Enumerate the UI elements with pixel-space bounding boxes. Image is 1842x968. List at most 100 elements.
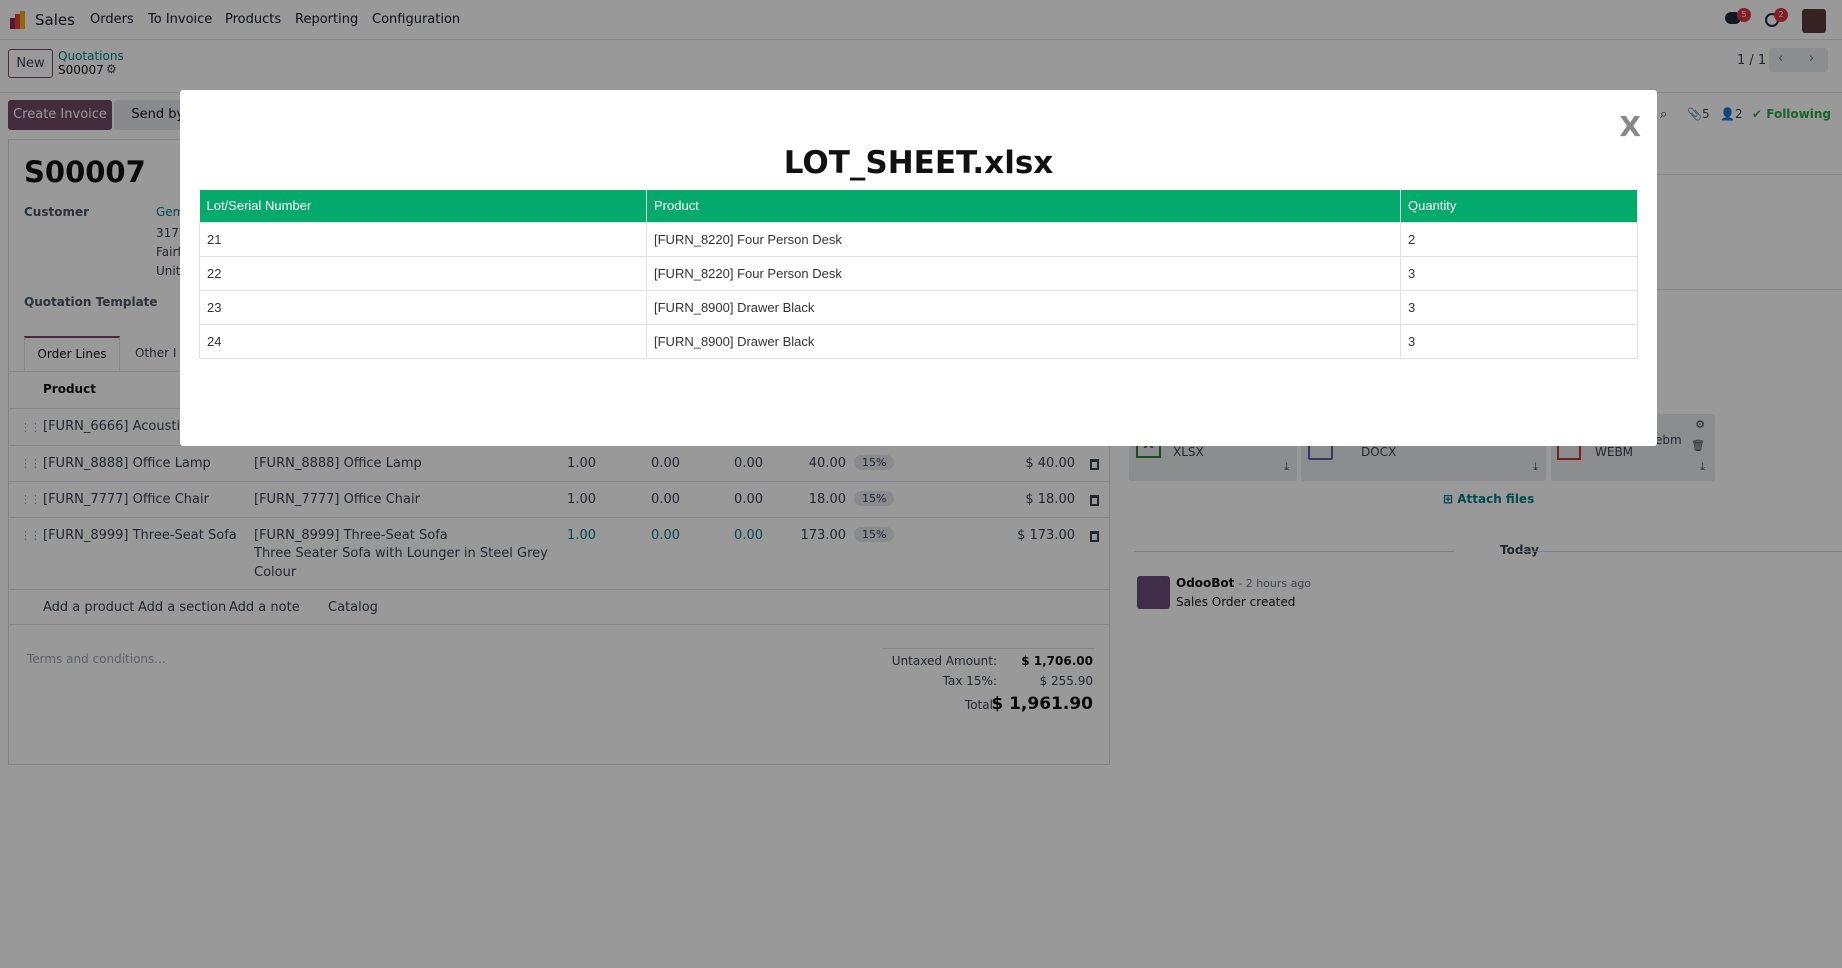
app-name[interactable]: Sales: [35, 11, 75, 29]
line-description: Colour: [254, 565, 297, 580]
download-icon[interactable]: ⤓: [1284, 460, 1289, 473]
line-quantity: 1.00: [567, 528, 596, 543]
check-icon: ✔: [1752, 107, 1767, 121]
pager-value[interactable]: 1 / 1: [1737, 53, 1767, 68]
download-icon[interactable]: ⤓: [1700, 460, 1705, 473]
drag-handle-icon[interactable]: ⋮⋮: [20, 457, 41, 470]
line-invoiced: 0.00: [734, 492, 763, 507]
order-line[interactable]: ⋮⋮ [FURN_8999] Three-Seat Sofa [FURN_899…: [8, 517, 1110, 589]
download-icon[interactable]: ⤓: [1533, 460, 1538, 473]
product-cell: [FURN_8220] Four Person Desk: [646, 255, 1401, 291]
table-row: 22 [FURN_8220] Four Person Desk 3: [199, 255, 1638, 291]
add-line-row: Add a product Add a section Add a note C…: [8, 589, 1110, 625]
line-product: [FURN_6666] Acoustic B: [43, 419, 201, 434]
line-tax-badge: 15%: [854, 491, 895, 506]
lot-cell: 21: [199, 221, 647, 257]
activities-badge: 2: [1774, 8, 1788, 22]
following-label: Following: [1766, 107, 1831, 121]
user-avatar[interactable]: [1802, 9, 1826, 33]
customer-name[interactable]: Gem: [156, 205, 185, 219]
menu-reporting[interactable]: Reporting: [295, 12, 359, 27]
line-quantity: 1.00: [567, 492, 596, 507]
terms-input[interactable]: Terms and conditions...: [27, 652, 166, 666]
drag-handle-icon[interactable]: ⋮⋮: [20, 493, 41, 506]
person-icon: 👤: [1720, 107, 1735, 121]
sales-app-icon[interactable]: [8, 10, 28, 30]
line-tax-badge: 15%: [854, 455, 895, 470]
lot-cell: 24: [199, 323, 647, 359]
tab-other-info[interactable]: Other I: [135, 346, 177, 360]
paperclip-icon: 📎: [1687, 107, 1702, 121]
menu-configuration[interactable]: Configuration: [372, 12, 461, 27]
untaxed-amount: $ 1,706.00: [1021, 654, 1093, 668]
drag-handle-icon[interactable]: ⋮⋮: [20, 421, 41, 434]
search-icon[interactable]: ⌕: [1660, 107, 1668, 122]
add-product-link[interactable]: Add a product: [43, 600, 135, 615]
totals-divider: [883, 648, 1095, 649]
lot-cell: 22: [199, 255, 647, 291]
record-title: S00007: [24, 155, 146, 189]
gear-icon[interactable]: ⚙: [1695, 418, 1705, 431]
line-subtotal: $ 173.00: [1017, 528, 1075, 543]
add-note-link[interactable]: Add a note: [229, 600, 300, 615]
tax-amount: $ 255.90: [1039, 674, 1093, 688]
chevron-right-icon[interactable]: ›: [1809, 51, 1815, 66]
column-header-product: Product: [43, 382, 96, 396]
quantity-cell: 3: [1400, 323, 1638, 359]
line-delivered: 0.00: [651, 456, 680, 471]
attachments-count: 5: [1701, 107, 1710, 121]
trash-icon[interactable]: [1090, 495, 1099, 506]
top-navbar: Sales Orders To Invoice Products Reporti…: [0, 0, 1842, 40]
line-subtotal: $ 40.00: [1025, 456, 1075, 471]
customer-address-line: Unit: [156, 264, 181, 278]
new-button[interactable]: New: [8, 49, 53, 78]
menu-to-invoice[interactable]: To Invoice: [148, 12, 213, 27]
following-button[interactable]: ✔ Following: [1752, 107, 1831, 121]
lot-sheet-dialog: X LOT_SHEET.xlsx Lot/Serial Number Produ…: [180, 90, 1657, 446]
menu-products[interactable]: Products: [225, 12, 282, 27]
message-header: OdooBot - 2 hours ago: [1176, 576, 1311, 590]
breadcrumb-current: S00007: [58, 63, 104, 77]
product-cell: [FURN_8900] Drawer Black: [646, 323, 1401, 359]
line-product: [FURN_8888] Office Lamp: [43, 456, 211, 471]
trash-icon[interactable]: [1090, 459, 1099, 470]
trash-icon[interactable]: [1090, 531, 1099, 542]
line-delivered: 0.00: [651, 528, 680, 543]
attach-files-label: Attach files: [1457, 492, 1535, 506]
line-tax-badge: 15%: [854, 527, 895, 542]
attachments-button[interactable]: 📎5: [1687, 107, 1710, 121]
odoobot-avatar[interactable]: [1137, 576, 1170, 609]
close-button[interactable]: X: [1619, 110, 1641, 143]
product-cell: [FURN_8900] Drawer Black: [646, 289, 1401, 325]
menu-orders[interactable]: Orders: [90, 12, 134, 27]
attach-files-button[interactable]: ⊞ Attach files: [1443, 492, 1534, 506]
line-invoiced: 0.00: [734, 456, 763, 471]
add-section-link[interactable]: Add a section: [138, 600, 227, 615]
create-invoice-button[interactable]: Create Invoice: [8, 100, 112, 130]
message-author[interactable]: OdooBot: [1176, 576, 1235, 590]
line-product: [FURN_8999] Three-Seat Sofa: [43, 528, 237, 543]
message-body: Sales Order created: [1176, 595, 1296, 609]
quotation-template-label: Quotation Template: [24, 295, 158, 309]
line-invoiced: 0.00: [734, 528, 763, 543]
product-cell: [FURN_8220] Four Person Desk: [646, 221, 1401, 257]
line-subtotal: $ 18.00: [1025, 492, 1075, 507]
trash-icon[interactable]: 🗑: [1691, 439, 1705, 452]
today-separator: Today: [1500, 543, 1539, 557]
gear-icon[interactable]: ⚙: [106, 62, 117, 76]
untaxed-label: Untaxed Amount:: [891, 654, 997, 668]
message-time: - 2 hours ago: [1238, 577, 1312, 590]
line-description: [FURN_8888] Office Lamp: [254, 456, 422, 471]
quantity-cell: 3: [1400, 289, 1638, 325]
messages-badge: 5: [1737, 8, 1751, 22]
quantity-cell: 2: [1400, 221, 1638, 257]
drag-handle-icon[interactable]: ⋮⋮: [20, 529, 41, 542]
line-description: [FURN_8999] Three-Seat Sofa: [254, 528, 448, 543]
breadcrumb-quotations[interactable]: Quotations: [58, 49, 124, 63]
chevron-left-icon[interactable]: ‹: [1778, 51, 1784, 66]
tab-order-lines[interactable]: Order Lines: [24, 336, 120, 371]
line-unit-price: 40.00: [808, 456, 846, 471]
catalog-link[interactable]: Catalog: [328, 600, 378, 615]
followers-button[interactable]: 👤2: [1720, 107, 1743, 121]
order-line[interactable]: ⋮⋮ [FURN_7777] Office Chair [FURN_7777] …: [8, 481, 1110, 517]
